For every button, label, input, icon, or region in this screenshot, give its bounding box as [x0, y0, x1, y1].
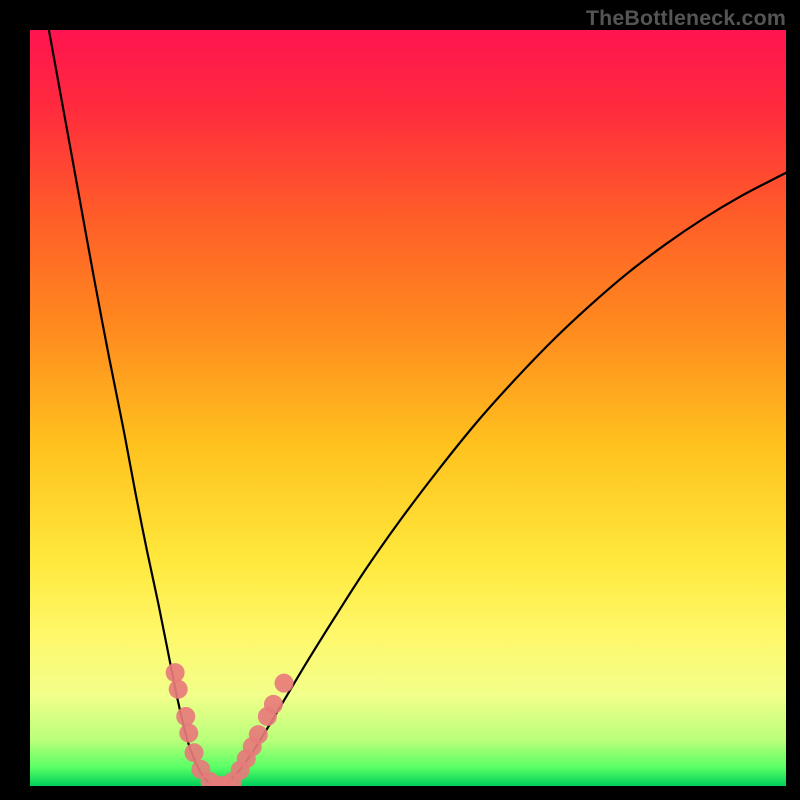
- data-marker: [264, 695, 283, 714]
- marker-group: [166, 663, 294, 786]
- data-marker: [169, 680, 188, 699]
- data-marker: [179, 724, 198, 743]
- data-marker: [249, 725, 268, 744]
- outer-frame: TheBottleneck.com: [0, 0, 800, 800]
- right-curve: [217, 173, 786, 786]
- data-marker: [176, 707, 195, 726]
- left-curve: [49, 30, 218, 786]
- data-marker: [166, 663, 185, 682]
- data-marker: [185, 743, 204, 762]
- plot-area: [30, 30, 786, 786]
- data-marker: [275, 674, 294, 693]
- chart-svg: [30, 30, 786, 786]
- watermark-text: TheBottleneck.com: [586, 6, 786, 31]
